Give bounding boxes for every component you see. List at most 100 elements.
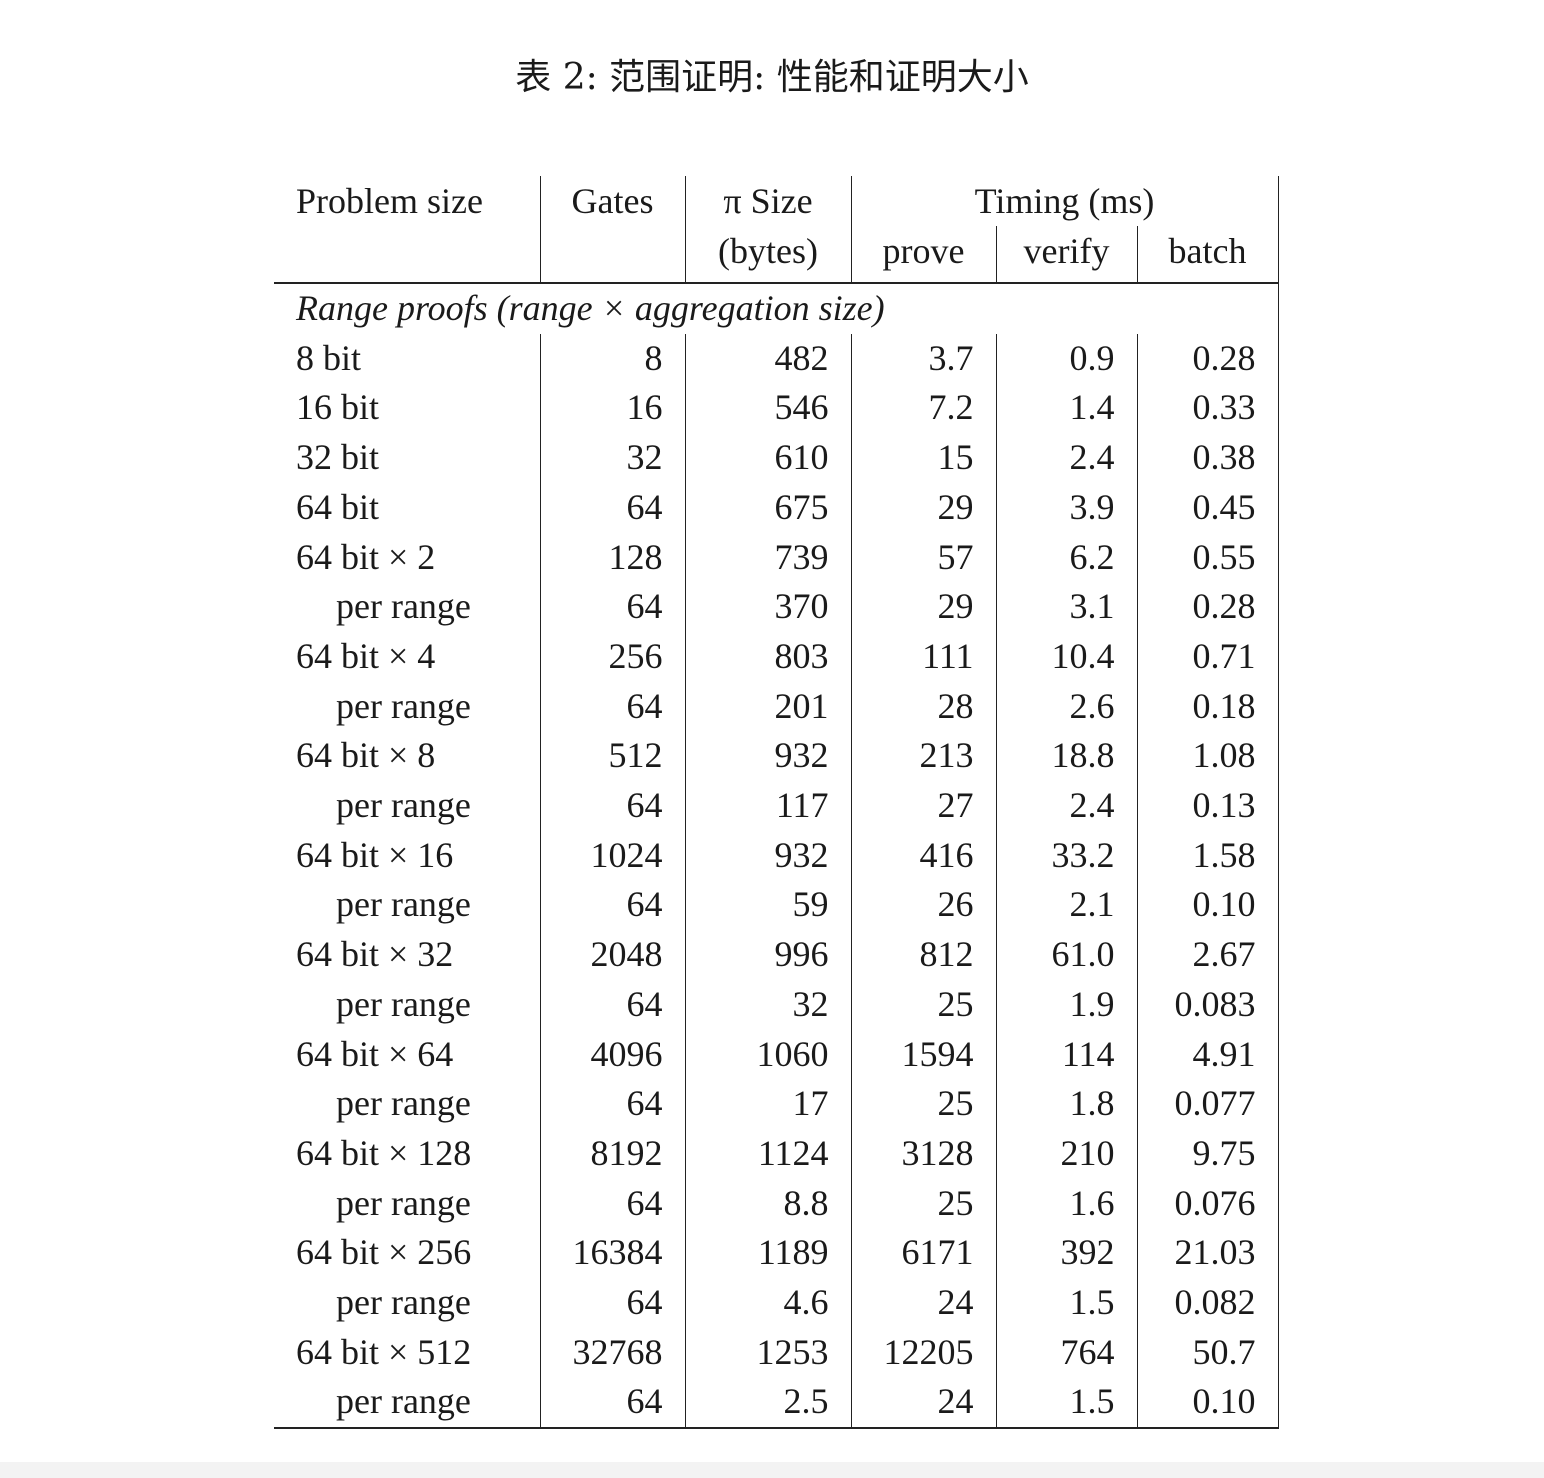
- cell-size: 1060: [685, 1029, 852, 1080]
- table-row: per range 64 32 25 1.9 0.083: [274, 979, 1279, 1030]
- table-row: 64 bit × 4 256 803 111 10.4 0.71: [274, 631, 1279, 682]
- cell-size: 546: [685, 383, 852, 434]
- section-empty: [1137, 283, 1279, 334]
- cell-batch: 4.91: [1137, 1029, 1279, 1080]
- cell-verify: 3.9: [996, 482, 1138, 533]
- cell-size: 996: [685, 930, 852, 980]
- section-row: Range proofs (range × aggregation size): [274, 283, 1279, 334]
- cell-prove: 213: [851, 731, 997, 782]
- cell-problem: per range: [274, 880, 541, 931]
- cell-problem: 64 bit × 128: [274, 1128, 541, 1179]
- cell-gates: 64: [540, 482, 686, 533]
- table-row: per range 64 370 29 3.1 0.28: [274, 582, 1279, 632]
- cell-problem: per range: [274, 681, 541, 732]
- table-row: 64 bit × 512 32768 1253 12205 764 50.7: [274, 1327, 1279, 1378]
- table-row: 64 bit × 128 8192 1124 3128 210 9.75: [274, 1128, 1279, 1179]
- cell-prove: 24: [851, 1278, 997, 1328]
- cell-verify: 2.1: [996, 880, 1138, 931]
- cell-size: 59: [685, 880, 852, 931]
- cell-size: 370: [685, 582, 852, 632]
- cell-problem: 64 bit × 8: [274, 731, 541, 782]
- table-row: per range 64 4.6 24 1.5 0.082: [274, 1278, 1279, 1328]
- table-row: 64 bit × 8 512 932 213 18.8 1.08: [274, 731, 1279, 782]
- cell-size: 201: [685, 681, 852, 732]
- cell-batch: 0.077: [1137, 1079, 1279, 1129]
- cell-problem: per range: [274, 781, 541, 831]
- cell-size: 4.6: [685, 1278, 852, 1328]
- cell-verify: 210: [996, 1128, 1138, 1179]
- header-row-2: (bytes) prove verify batch: [274, 226, 1279, 284]
- cell-batch: 0.10: [1137, 1377, 1279, 1430]
- cell-verify: 2.4: [996, 433, 1138, 483]
- cell-batch: 0.55: [1137, 532, 1279, 583]
- cell-problem: 64 bit × 2: [274, 532, 541, 583]
- cell-verify: 764: [996, 1327, 1138, 1378]
- table-row: 64 bit × 2 128 739 57 6.2 0.55: [274, 532, 1279, 583]
- cell-prove: 7.2: [851, 383, 997, 434]
- cell-problem: 64 bit × 64: [274, 1029, 541, 1080]
- cell-batch: 0.082: [1137, 1278, 1279, 1328]
- cell-batch: 9.75: [1137, 1128, 1279, 1179]
- cell-gates: 64: [540, 781, 686, 831]
- cell-gates: 64: [540, 979, 686, 1030]
- cell-size: 17: [685, 1079, 852, 1129]
- cell-verify: 1.4: [996, 383, 1138, 434]
- cell-size: 610: [685, 433, 852, 483]
- cell-prove: 25: [851, 1079, 997, 1129]
- cell-gates: 64: [540, 1278, 686, 1328]
- cell-prove: 812: [851, 930, 997, 980]
- cell-problem: per range: [274, 1377, 541, 1430]
- cell-batch: 0.71: [1137, 631, 1279, 682]
- cell-batch: 0.33: [1137, 383, 1279, 434]
- cell-prove: 25: [851, 1178, 997, 1229]
- cell-size: 8.8: [685, 1178, 852, 1229]
- cell-prove: 28: [851, 681, 997, 732]
- cell-problem: 64 bit × 16: [274, 830, 541, 881]
- table-row: per range 64 117 27 2.4 0.13: [274, 781, 1279, 831]
- section-label: Range proofs (range × aggregation size): [296, 288, 885, 328]
- cell-batch: 0.45: [1137, 482, 1279, 533]
- cell-problem: 64 bit: [274, 482, 541, 533]
- table-row: 8 bit 8 482 3.7 0.9 0.28: [274, 333, 1279, 384]
- cell-gates: 512: [540, 731, 686, 782]
- cell-gates: 64: [540, 582, 686, 632]
- cell-size: 932: [685, 830, 852, 881]
- cell-gates: 64: [540, 1178, 686, 1229]
- cell-problem: 16 bit: [274, 383, 541, 434]
- header-prove: prove: [851, 226, 997, 284]
- table-caption: 表 2: 范围证明: 性能和证明大小: [515, 57, 1029, 98]
- cell-problem: per range: [274, 582, 541, 632]
- cell-problem: 32 bit: [274, 433, 541, 483]
- cell-verify: 1.9: [996, 979, 1138, 1030]
- cell-gates: 128: [540, 532, 686, 583]
- cell-batch: 0.28: [1137, 582, 1279, 632]
- cell-gates: 8: [540, 333, 686, 384]
- cell-verify: 61.0: [996, 930, 1138, 980]
- cell-batch: 2.67: [1137, 930, 1279, 980]
- range-proof-table: Problem size Gates π Size Timing (ms) (b…: [274, 176, 1279, 1430]
- cell-gates: 64: [540, 1079, 686, 1129]
- cell-gates: 64: [540, 880, 686, 931]
- header-pi-size: π Size: [685, 176, 852, 226]
- cell-gates: 2048: [540, 930, 686, 980]
- table-row: 64 bit 64 675 29 3.9 0.45: [274, 482, 1279, 533]
- header-batch: batch: [1137, 226, 1279, 284]
- cell-prove: 3128: [851, 1128, 997, 1179]
- cell-size: 117: [685, 781, 852, 831]
- cell-gates: 16: [540, 383, 686, 434]
- cell-size: 1124: [685, 1128, 852, 1179]
- cell-problem: 64 bit × 4: [274, 631, 541, 682]
- cell-prove: 26: [851, 880, 997, 931]
- table-row: per range 64 201 28 2.6 0.18: [274, 681, 1279, 732]
- cell-batch: 1.08: [1137, 731, 1279, 782]
- table-row: 64 bit × 256 16384 1189 6171 392 21.03: [274, 1228, 1279, 1279]
- header-empty: [540, 226, 686, 284]
- cell-size: 32: [685, 979, 852, 1030]
- cell-verify: 6.2: [996, 532, 1138, 583]
- cell-prove: 29: [851, 482, 997, 533]
- cell-verify: 1.5: [996, 1377, 1138, 1430]
- cell-prove: 6171: [851, 1228, 997, 1279]
- cell-size: 1189: [685, 1228, 852, 1279]
- cell-batch: 0.083: [1137, 979, 1279, 1030]
- cell-problem: per range: [274, 1079, 541, 1129]
